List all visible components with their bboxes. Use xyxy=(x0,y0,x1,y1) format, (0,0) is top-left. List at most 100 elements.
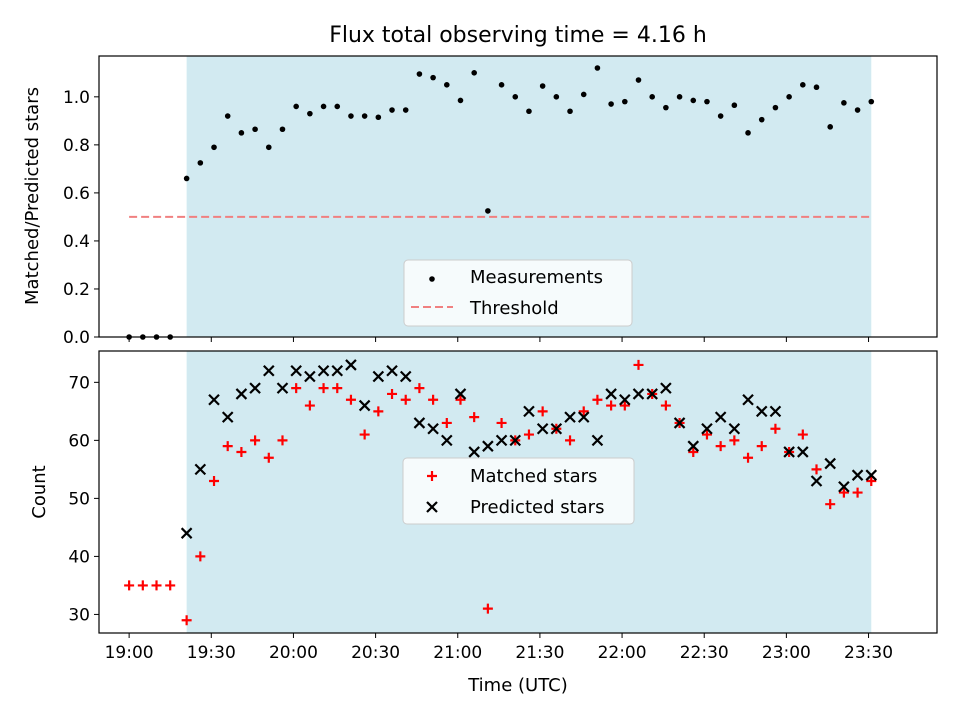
top-legend: Measurements Threshold xyxy=(403,259,633,327)
predicted-marker xyxy=(249,382,261,394)
predicted-marker xyxy=(263,364,275,377)
measurement-point xyxy=(704,98,710,105)
matched-marker xyxy=(222,441,233,452)
measurement-point xyxy=(758,116,765,123)
measurement-point xyxy=(717,113,724,119)
y-tick-label: 0.2 xyxy=(63,280,90,300)
y-tick-label: 0.6 xyxy=(63,184,90,204)
predicted-marker xyxy=(523,405,535,418)
measurement-point xyxy=(772,104,779,111)
x-tick-label: 23:00 xyxy=(762,643,811,663)
legend-measurements-label: Measurements xyxy=(470,267,603,288)
top-legend-box xyxy=(403,259,633,327)
matched-marker xyxy=(124,580,135,591)
measurement-point xyxy=(361,113,368,119)
chart-title: Flux total observing time = 4.16 h xyxy=(329,23,707,48)
measurement-point xyxy=(580,91,587,98)
matched-marker xyxy=(195,551,206,562)
matched-marker xyxy=(373,406,384,417)
measurement-point xyxy=(485,208,491,214)
predicted-marker xyxy=(742,393,754,406)
measurement-point xyxy=(745,130,751,136)
measurement-point xyxy=(868,98,875,105)
matched-marker xyxy=(866,475,877,486)
predicted-marker xyxy=(605,388,617,400)
predicted-marker xyxy=(345,359,357,371)
x-tick-label: 20:30 xyxy=(351,643,400,663)
predicted-marker xyxy=(427,422,439,435)
matched-marker xyxy=(565,435,576,446)
legend-matched-marker xyxy=(427,471,437,481)
y-tick-label: 0.4 xyxy=(63,232,90,252)
predicted-marker xyxy=(413,417,426,429)
measurement-point xyxy=(224,113,231,119)
y-tick-label: 1.0 xyxy=(63,88,90,108)
predicted-marker xyxy=(851,469,864,481)
measurement-point xyxy=(402,107,409,113)
measurement-point xyxy=(539,83,546,89)
legend-measurement-dot xyxy=(429,276,435,282)
y-tick-label: 70 xyxy=(68,373,90,393)
predicted-marker xyxy=(372,370,385,383)
measurement-point xyxy=(731,102,738,109)
matched-marker xyxy=(701,429,712,440)
measurement-point xyxy=(827,124,833,130)
top-ylabel: Matched/Predicted stars xyxy=(22,87,43,305)
y-tick-label: 50 xyxy=(68,489,90,509)
matched-marker xyxy=(209,475,220,486)
matched-marker xyxy=(400,394,411,405)
top-frame xyxy=(98,55,938,338)
legend-matched-label: Matched stars xyxy=(470,466,597,487)
matched-marker xyxy=(277,435,288,446)
measurement-point xyxy=(430,74,436,81)
predicted-marker xyxy=(701,422,713,435)
bottom-legend: Matched stars Predicted stars xyxy=(402,457,635,525)
y-tick-label: 0.8 xyxy=(63,136,90,156)
predicted-marker xyxy=(797,446,809,458)
matched-marker xyxy=(797,429,808,440)
matched-marker xyxy=(688,446,699,457)
measurement-point xyxy=(649,94,655,100)
predicted-marker xyxy=(290,364,302,377)
measurement-point xyxy=(813,84,820,91)
matched-marker xyxy=(482,603,493,614)
measurement-point xyxy=(334,103,341,110)
matched-marker xyxy=(715,441,726,452)
predicted-marker xyxy=(509,434,522,447)
matched-marker xyxy=(523,429,534,440)
bottom-legend-box xyxy=(402,457,635,525)
measurement-point xyxy=(567,108,573,115)
matched-marker xyxy=(770,423,781,434)
matched-marker xyxy=(263,452,274,463)
bottom-frame xyxy=(98,350,938,634)
measurement-point xyxy=(265,144,272,151)
measurement-point xyxy=(594,65,601,71)
predicted-marker xyxy=(536,422,549,435)
x-tick-label: 23:30 xyxy=(844,643,893,663)
predicted-marker xyxy=(646,388,658,400)
predicted-marker xyxy=(221,411,234,423)
measurement-point xyxy=(663,104,669,111)
matched-marker xyxy=(496,417,507,428)
matched-marker xyxy=(137,580,148,591)
measurement-point xyxy=(293,103,299,110)
predicted-marker xyxy=(755,405,768,418)
matched-marker xyxy=(332,383,343,394)
x-tick-label: 20:00 xyxy=(269,643,318,663)
measurement-point xyxy=(389,107,395,113)
matched-marker xyxy=(387,388,398,399)
x-tick-label: 21:00 xyxy=(433,643,482,663)
predicted-marker xyxy=(454,388,467,400)
x-tick-label: 22:30 xyxy=(680,643,729,663)
matched-marker xyxy=(181,615,192,626)
matched-marker xyxy=(455,394,466,405)
predicted-marker xyxy=(208,393,220,406)
matched-marker xyxy=(852,487,863,498)
predicted-marker xyxy=(810,475,823,487)
measurement-point xyxy=(457,97,464,104)
x-tick-label: 19:00 xyxy=(105,643,154,663)
measurement-point xyxy=(786,94,792,100)
predicted-marker xyxy=(577,411,590,423)
measurement-point xyxy=(416,71,423,77)
